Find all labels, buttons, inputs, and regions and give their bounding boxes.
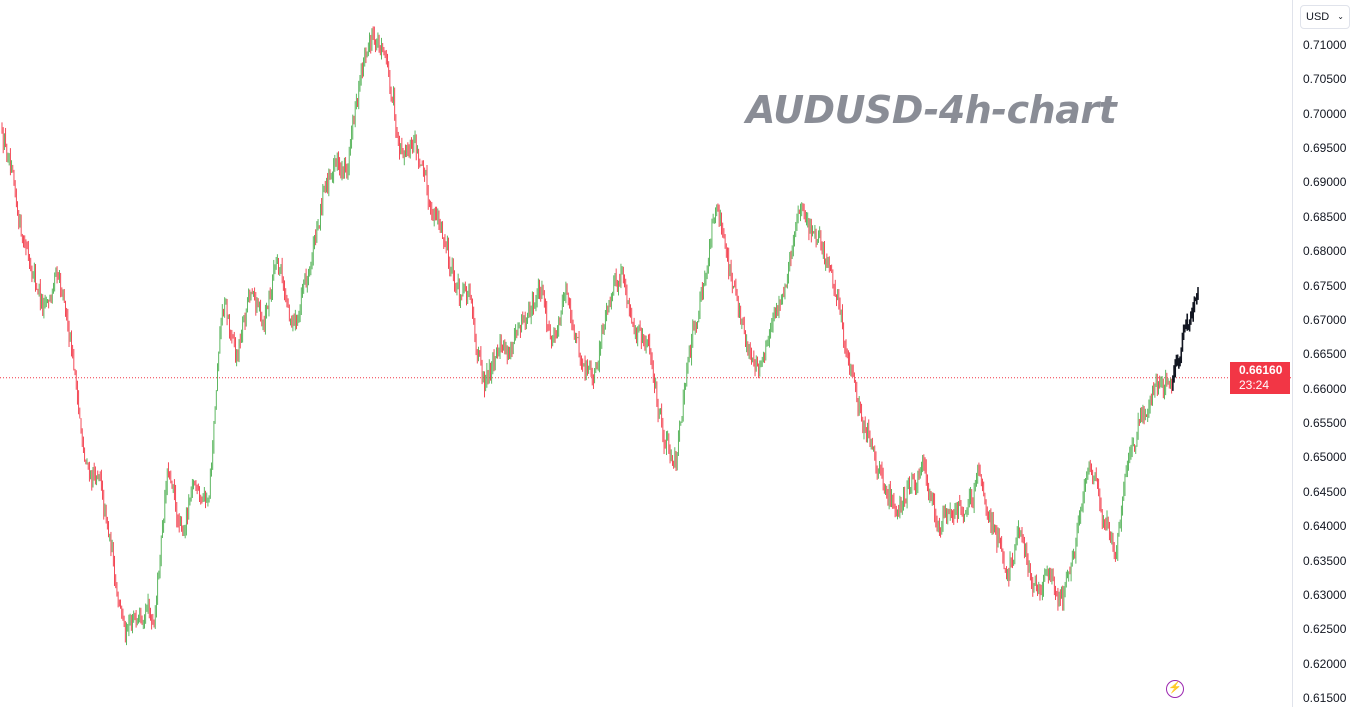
y-tick-label: 0.62500 — [1303, 622, 1347, 637]
y-tick-label: 0.68500 — [1303, 209, 1347, 224]
y-tick-label: 0.68000 — [1303, 244, 1347, 259]
price-axis[interactable]: USD ⌄ 0.71000 0.70500 0.70000 0.69500 0.69000… — [1292, 0, 1355, 707]
y-tick-label: 0.64500 — [1303, 484, 1347, 499]
y-tick-label: 0.65000 — [1303, 450, 1347, 465]
y-tick-label: 0.67500 — [1303, 278, 1347, 293]
y-tick-label: 0.64000 — [1303, 519, 1347, 534]
y-tick-label: 0.62000 — [1303, 656, 1347, 671]
y-tick-label: 0.63000 — [1303, 587, 1347, 602]
y-tick-label: 0.70500 — [1303, 72, 1347, 87]
currency-label: USD — [1306, 11, 1330, 23]
current-price-label: 0.66160 23:24 — [1230, 361, 1290, 394]
lightning-icon[interactable]: ⚡ — [1166, 680, 1184, 698]
chevron-down-icon: ⌄ — [1337, 12, 1344, 21]
y-tick-label: 0.69500 — [1303, 141, 1347, 156]
y-tick-label: 0.67000 — [1303, 312, 1347, 327]
y-tick-label: 0.65500 — [1303, 416, 1347, 431]
y-tick-label: 0.71000 — [1303, 38, 1347, 52]
chart-title: AUDUSD-4h-chart — [746, 88, 1117, 132]
y-tick-label: 0.61500 — [1303, 691, 1347, 706]
currency-select[interactable]: USD ⌄ — [1300, 5, 1350, 29]
y-tick-label: 0.70000 — [1303, 106, 1347, 121]
y-tick-label: 0.69000 — [1303, 175, 1347, 190]
y-tick-label: 0.63500 — [1303, 553, 1347, 568]
current-price: 0.66160 — [1239, 362, 1283, 377]
candlestick-plot[interactable] — [0, 0, 1292, 707]
candle-countdown: 23:24 — [1239, 377, 1270, 392]
y-tick-label: 0.66000 — [1303, 381, 1347, 396]
y-tick-label: 0.66500 — [1303, 347, 1347, 362]
